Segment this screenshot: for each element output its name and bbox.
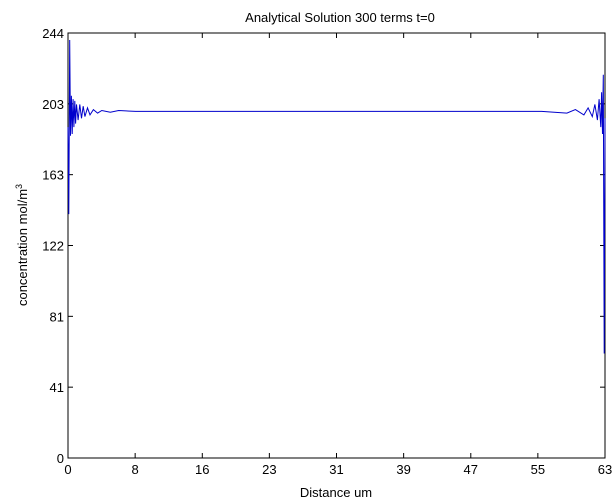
y-tick-label: 41	[50, 380, 64, 395]
y-tick-label: 244	[42, 26, 64, 41]
x-tick-label: 39	[396, 462, 410, 477]
x-tick-label: 16	[195, 462, 209, 477]
x-tick-label: 8	[132, 462, 139, 477]
chart-title: Analytical Solution 300 terms t=0	[245, 10, 435, 25]
x-tick-label: 31	[329, 462, 343, 477]
x-tick-label: 0	[64, 462, 71, 477]
y-tick-label: 203	[42, 97, 64, 112]
x-tick-label: 55	[531, 462, 545, 477]
x-tick-label: 47	[464, 462, 478, 477]
y-tick-label: 122	[42, 239, 64, 254]
y-tick-label: 0	[57, 451, 64, 466]
y-axis-label-superscript: 3	[14, 184, 24, 189]
y-axis-label: concentration mol/m3	[14, 184, 30, 306]
y-axis-label-base: concentration mol/m	[15, 189, 30, 306]
x-axis-label: Distance um	[300, 485, 372, 500]
y-tick-label: 163	[42, 168, 64, 183]
concentration-series-line	[67, 39, 606, 354]
y-axis-ticks: 0 41 81 122 163 203 244	[42, 26, 605, 466]
x-tick-label: 63	[598, 462, 612, 477]
y-tick-label: 81	[50, 309, 64, 324]
x-axis-ticks: 0 8 16 23 31 39 47 55 63	[64, 33, 612, 477]
plot-area	[67, 32, 606, 459]
x-tick-label: 23	[262, 462, 276, 477]
